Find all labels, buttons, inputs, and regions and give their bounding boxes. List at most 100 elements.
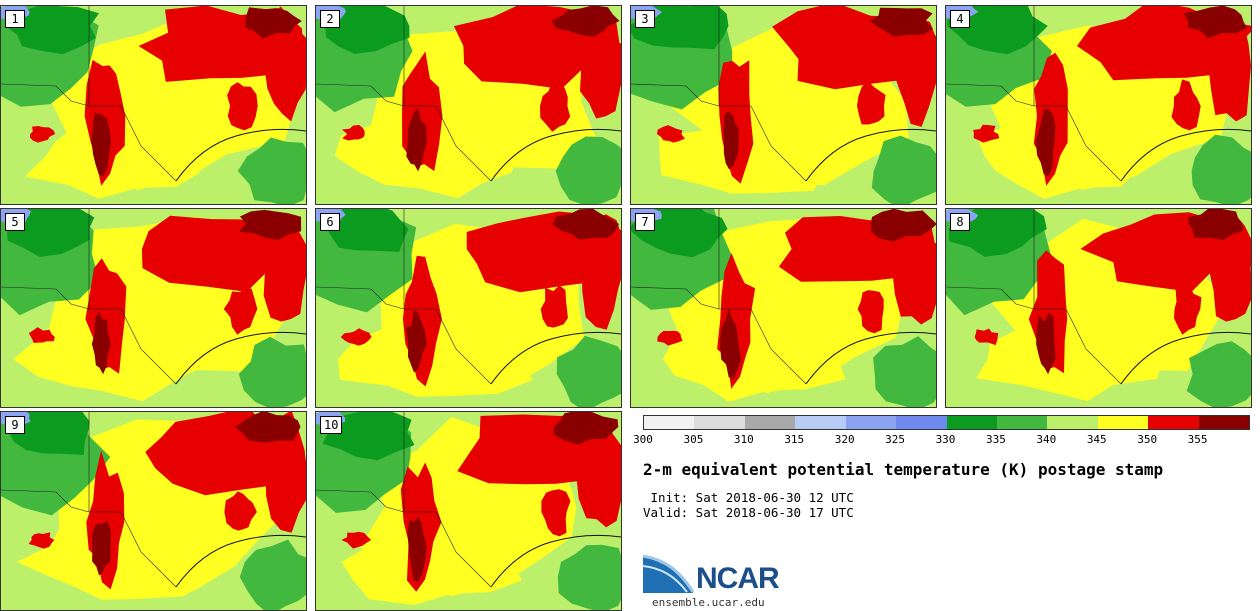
theta-e-map bbox=[946, 209, 1251, 407]
colorbar-tick-label: 315 bbox=[784, 433, 805, 446]
theta-e-345-region bbox=[977, 118, 1164, 199]
theta-e-335-region bbox=[873, 336, 936, 407]
theta-e-355-region bbox=[719, 308, 741, 380]
theta-e-350-region bbox=[223, 288, 258, 335]
theta-e-355-region bbox=[1036, 313, 1056, 375]
theta-e-map bbox=[631, 6, 936, 204]
theta-e-330-region bbox=[5, 6, 99, 55]
theta-e-350-region bbox=[340, 328, 372, 346]
theta-e-350-region bbox=[224, 491, 257, 531]
coastline bbox=[805, 128, 936, 182]
theta-e-350-region bbox=[1208, 10, 1251, 122]
member-number-label: 1 bbox=[5, 10, 25, 28]
theta-e-335-region bbox=[1191, 134, 1251, 204]
theta-e-345-region bbox=[663, 314, 846, 402]
theta-e-335-region bbox=[237, 137, 306, 204]
theta-e-355-region bbox=[869, 7, 933, 37]
theta-e-355-region bbox=[238, 209, 302, 240]
theta-e-map bbox=[946, 6, 1251, 204]
theta-e-350-region bbox=[29, 126, 56, 143]
coastline bbox=[175, 534, 306, 588]
theta-e-350-region bbox=[581, 214, 621, 330]
member-number-label: 4 bbox=[950, 10, 970, 28]
member-panel-6: 6 bbox=[315, 208, 622, 408]
colorbar-segment bbox=[845, 416, 897, 429]
theta-e-330-region bbox=[322, 412, 415, 461]
theta-e-350-region bbox=[540, 285, 568, 328]
ensemble-url[interactable]: ensemble.ucar.edu bbox=[652, 596, 765, 609]
theta-e-350-region bbox=[1174, 285, 1202, 335]
theta-e-map bbox=[1, 412, 306, 610]
theta-e-355-region bbox=[553, 412, 619, 445]
theta-e-350-region bbox=[263, 219, 306, 322]
member-panel-3: 3 bbox=[630, 5, 937, 205]
colorbar-segment bbox=[744, 416, 796, 429]
state-boundary bbox=[89, 105, 177, 182]
member-panel-2: 2 bbox=[315, 5, 622, 205]
state-boundary bbox=[631, 6, 720, 107]
theta-e-350-region bbox=[657, 330, 683, 346]
theta-e-355-region bbox=[723, 110, 739, 170]
member-panel-1: 1 bbox=[0, 5, 307, 205]
member-panel-8: 8 bbox=[945, 208, 1252, 408]
figure-title: 2-m equivalent potential temperature (K)… bbox=[643, 460, 1164, 479]
theta-e-335-region bbox=[557, 544, 621, 610]
state-boundary bbox=[631, 209, 720, 310]
theta-e-355-region bbox=[406, 108, 428, 172]
theta-e-330-region bbox=[325, 6, 410, 54]
theta-e-350-region bbox=[575, 415, 621, 528]
colorbar-tick-label: 305 bbox=[683, 433, 704, 446]
state-boundary bbox=[719, 105, 807, 182]
colorbar-segment bbox=[1198, 416, 1250, 429]
colorbar-segment bbox=[1047, 416, 1098, 429]
theta-e-350-region bbox=[892, 216, 936, 325]
member-number-label: 9 bbox=[5, 416, 25, 434]
theta-e-355-region bbox=[91, 113, 111, 177]
coastline bbox=[175, 331, 306, 385]
state-boundary bbox=[404, 105, 492, 182]
member-number-label: 5 bbox=[5, 213, 25, 231]
colorbar-tick-label: 300 bbox=[633, 433, 653, 446]
theta-e-350-region bbox=[857, 80, 886, 125]
state-boundary bbox=[719, 308, 807, 385]
theta-e-335-region bbox=[239, 539, 306, 610]
state-boundary bbox=[1, 209, 90, 310]
colorbar-tick-label: 340 bbox=[1036, 433, 1057, 446]
state-boundary bbox=[946, 6, 1035, 107]
theta-e-350-region bbox=[857, 290, 884, 334]
member-panel-4: 4 bbox=[945, 5, 1252, 205]
member-number-label: 7 bbox=[635, 213, 655, 231]
coastline bbox=[490, 128, 621, 182]
theta-e-350-region bbox=[541, 489, 571, 537]
theta-e-335-region bbox=[1186, 341, 1251, 407]
state-boundary bbox=[404, 308, 492, 385]
theta-e-335-region bbox=[238, 336, 306, 407]
theta-e-345-region bbox=[16, 518, 226, 600]
state-boundary bbox=[89, 308, 177, 385]
coastline bbox=[805, 331, 936, 385]
member-panel-9: 9 bbox=[0, 411, 307, 611]
ncar-logo-icon bbox=[643, 554, 695, 593]
theta-e-350-region bbox=[227, 82, 258, 131]
theta-e-335-region bbox=[871, 135, 936, 204]
theta-e-330-region bbox=[631, 209, 728, 258]
theta-e-350-region bbox=[657, 125, 685, 143]
state-boundary bbox=[316, 209, 405, 310]
theta-e-map bbox=[1, 209, 306, 407]
colorbar-segment bbox=[946, 416, 997, 429]
colorbar-segment bbox=[795, 416, 846, 429]
colorbar-segment bbox=[1097, 416, 1149, 429]
theta-e-350-region bbox=[1208, 215, 1251, 322]
member-panel-10: 10 bbox=[315, 411, 622, 611]
member-number-label: 6 bbox=[320, 213, 340, 231]
member-panel-7: 7 bbox=[630, 208, 937, 408]
ncar-logo-text: NCAR bbox=[696, 562, 780, 595]
theta-e-345-region bbox=[976, 319, 1162, 402]
coastline bbox=[1120, 128, 1251, 182]
theta-e-map bbox=[316, 6, 621, 204]
theta-e-330-region bbox=[4, 209, 95, 257]
member-number-label: 3 bbox=[635, 10, 655, 28]
state-boundary bbox=[316, 6, 405, 107]
theta-e-355-region bbox=[870, 209, 936, 242]
theta-e-350-region bbox=[891, 18, 936, 127]
